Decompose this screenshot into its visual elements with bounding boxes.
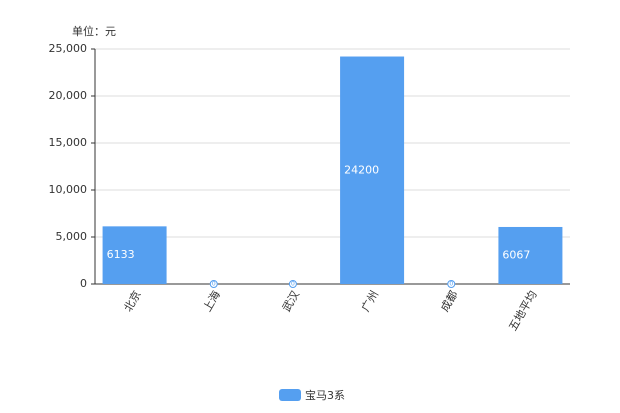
x-tick-label: 上海 — [200, 288, 223, 314]
data-label: 6133 — [107, 248, 135, 261]
data-label: 24200 — [344, 163, 379, 176]
data-label: 0 — [291, 281, 295, 288]
bar — [340, 56, 405, 284]
x-tick-label: 五地平均 — [506, 289, 539, 334]
y-tick-label: 15,000 — [49, 136, 88, 149]
y-tick-label: 10,000 — [49, 183, 88, 196]
zero-marker — [288, 280, 297, 288]
y-tick-label: 25,000 — [49, 42, 88, 55]
zero-marker — [209, 280, 218, 288]
y-tick-label: 5,000 — [56, 230, 88, 243]
y-tick-label: 20,000 — [49, 89, 88, 102]
x-tick-label: 北京 — [121, 288, 144, 314]
legend-swatch — [279, 389, 301, 401]
zero-marker — [447, 280, 456, 288]
data-label: 0 — [212, 281, 216, 288]
x-tick-label: 成都 — [438, 289, 460, 315]
legend-label: 宝马3系 — [305, 388, 345, 402]
x-tick-label: 广州 — [359, 289, 381, 315]
data-label: 6067 — [502, 248, 530, 261]
data-label: 0 — [449, 281, 453, 288]
x-tick-label: 武汉 — [280, 289, 302, 315]
bar — [102, 226, 167, 284]
y-tick-label: 0 — [80, 277, 87, 290]
unit-label: 单位：元 — [72, 24, 116, 38]
bar — [498, 226, 563, 284]
